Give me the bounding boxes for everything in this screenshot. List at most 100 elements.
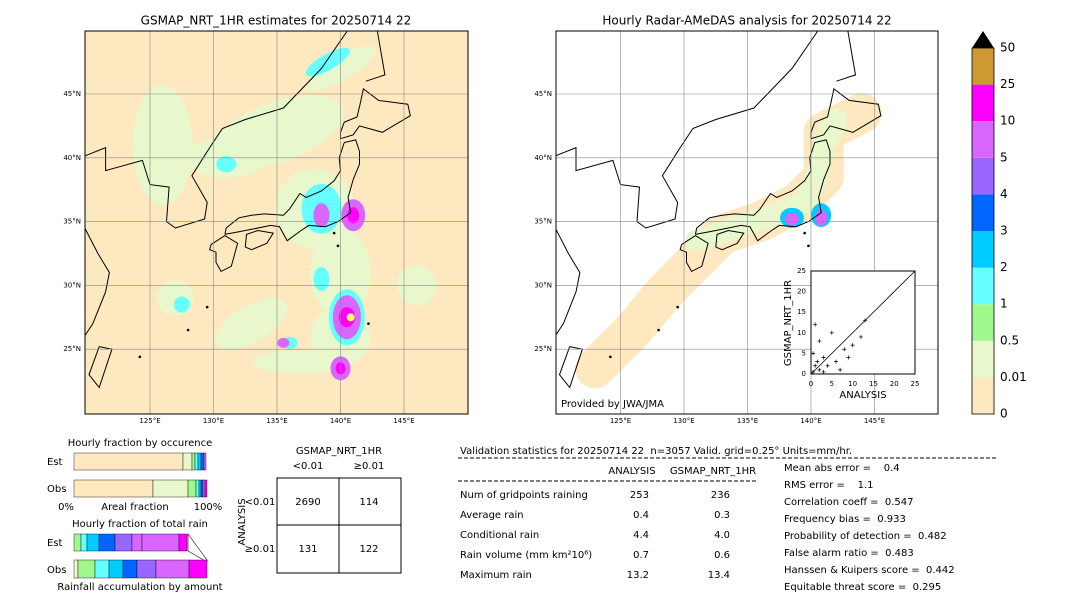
row-label: Obs (47, 484, 66, 495)
fraction-segment (73, 452, 184, 471)
fraction-segment (122, 559, 138, 579)
scatter-cross (817, 367, 822, 372)
scatter-cross (811, 369, 816, 374)
colorbar-label: 50 (1000, 41, 1015, 55)
right-map-title: Hourly Radar-AMeDAS analysis for 2025071… (602, 14, 891, 28)
right-map (556, 31, 938, 414)
score: RMS error = 1.1 (784, 480, 874, 491)
stat-value: 0.4 (633, 510, 649, 521)
coastline (836, 31, 857, 82)
colorbar-segment (972, 121, 994, 158)
cell: 114 (359, 497, 378, 508)
colorbar-label: 10 (1000, 114, 1015, 128)
left-map (85, 31, 468, 414)
stat-value: 236 (711, 490, 730, 501)
axis-label: 100% (194, 502, 223, 513)
lat-label: 45°N (63, 90, 81, 98)
coastline (85, 227, 110, 337)
coastline (340, 88, 411, 140)
stat-value: 4.0 (714, 530, 730, 541)
left-map-frame (84, 30, 469, 415)
rain-area (173, 296, 190, 313)
island (138, 355, 142, 359)
stat-label: Conditional rain (460, 530, 539, 541)
fraction-segment (195, 479, 200, 498)
row-title: ANALYSIS (237, 498, 248, 545)
y-tick-label: 10 (797, 329, 806, 337)
column-header: ANALYSIS (608, 466, 655, 477)
scatter-cross (833, 359, 838, 364)
total-rain-footer: Rainfall accumulation by amount (57, 582, 222, 593)
fraction-segment (187, 479, 197, 498)
score: Probability of detection = 0.482 (784, 531, 947, 542)
colorbar-segment (972, 84, 994, 122)
island (205, 305, 209, 309)
colorbar-label: 25 (1000, 77, 1015, 91)
rain-area (346, 313, 355, 322)
y-tick-label: 25 (797, 267, 806, 275)
colorbar-label: 2 (1000, 260, 1008, 274)
island (336, 244, 340, 248)
score: Frequency bias = 0.933 (784, 514, 906, 525)
colorbar-segment (972, 194, 994, 231)
coastline (209, 235, 239, 273)
coastline (556, 31, 818, 229)
fraction-segment (204, 479, 208, 498)
colorbar-segment (972, 231, 994, 268)
lon-label: 130°E (203, 417, 224, 425)
validation-stats: Validation statistics for 20250714 22 n=… (458, 446, 996, 593)
scatter-cross (817, 339, 822, 344)
lon-label: 135°E (737, 417, 758, 425)
colorbar-extend (972, 31, 994, 48)
fraction-segment (202, 479, 206, 498)
lat-label: 45°N (534, 90, 552, 98)
validation-header: Validation statistics for 20250714 22 n=… (460, 446, 852, 457)
fraction-segment (94, 559, 110, 579)
stat-value: 0.6 (714, 550, 730, 561)
coastline (224, 139, 360, 242)
fraction-segment (108, 559, 124, 579)
colorbar-label: 1 (1000, 297, 1008, 311)
lat-label: 25°N (534, 345, 552, 353)
coastline (244, 229, 275, 251)
stat-label: Maximum rain (460, 570, 532, 581)
stat-value: 13.4 (708, 570, 730, 581)
scatter-cross (858, 334, 863, 339)
colorbar-label: 5 (1000, 150, 1008, 164)
coastline (88, 346, 113, 389)
island (657, 328, 660, 332)
col-title: GSMAP_NRT_1HR (296, 446, 382, 457)
occurrence-title: Hourly fraction by occurence (68, 438, 212, 449)
colorbar-label: 0.01 (1000, 370, 1027, 384)
occurrence-panel: Hourly fraction by occurence Est Obs 0% … (47, 438, 222, 513)
row-label: Est (47, 538, 63, 549)
lon-label: 140°E (800, 417, 821, 425)
lon-label: 125°E (139, 417, 160, 425)
coastline (365, 31, 386, 82)
coastline (556, 228, 581, 336)
cell: 2690 (295, 497, 320, 508)
cell: 122 (359, 544, 378, 555)
rain-area (215, 298, 288, 350)
fraction-segment (73, 533, 82, 552)
score: Correlation coeff = 0.547 (784, 497, 914, 508)
col-label: <0.01 (293, 461, 324, 472)
row-label: Est (47, 457, 63, 468)
lon-label: 145°E (864, 417, 885, 425)
lat-label: 25°N (63, 345, 81, 353)
island (807, 244, 810, 248)
left-map-title: GSMAP_NRT_1HR estimates for 20250714 22 (141, 14, 412, 28)
contingency-table: GSMAP_NRT_1HR <0.01 ≥0.01 ANALYSIS <0.01… (237, 446, 402, 574)
fraction-segment (188, 559, 208, 579)
lon-label: 130°E (673, 417, 694, 425)
fraction-segment (191, 452, 196, 471)
colorbar: 0 0.01 0.5 1 2 3 4 5 10 25 50 (971, 31, 1027, 421)
island (367, 322, 370, 325)
scatter-cross (811, 351, 816, 356)
cell: 131 (298, 544, 317, 555)
fraction-segment (152, 479, 189, 498)
x-tick-label: 10 (848, 380, 857, 388)
y-tick-label: 5 (802, 349, 806, 357)
rain-area (216, 156, 237, 173)
colorbar-segment (972, 48, 994, 85)
